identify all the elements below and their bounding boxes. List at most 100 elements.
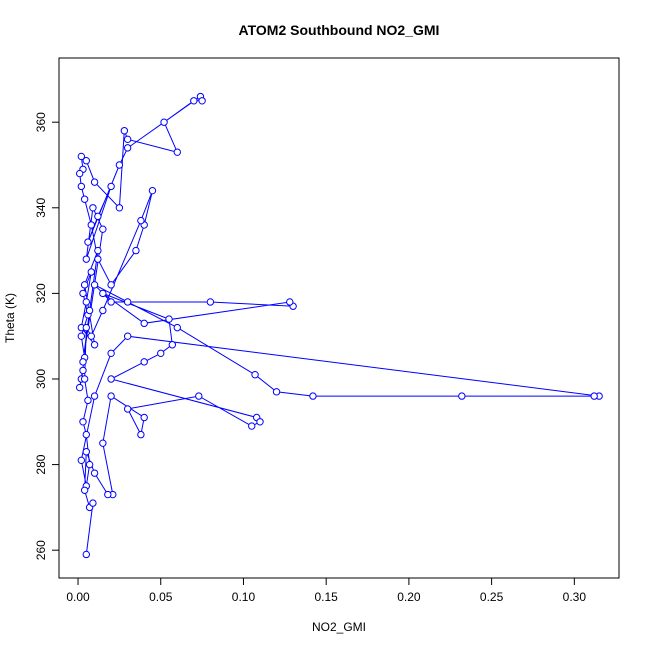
data-point [168,341,177,349]
data-point [120,127,129,135]
data-point [160,118,168,126]
data-point [87,221,95,229]
data-point [198,97,206,105]
y-axis-label: Theta (K) [3,293,17,343]
data-point [79,366,87,375]
data-point [165,315,173,323]
data-point [90,469,99,477]
data-point [157,349,165,358]
data-point [77,332,86,340]
data-point [82,448,90,456]
data-point [256,418,264,426]
y-tick-label: 320 [34,283,48,303]
x-tick-label: 0.00 [66,590,90,604]
data-point [206,298,215,306]
data-point [82,157,90,165]
y-tick-label: 340 [34,197,48,217]
data-point [107,182,115,191]
data-point [85,306,94,315]
y-tick-label: 300 [34,369,48,389]
data-point [458,392,466,400]
data-point [173,148,181,156]
data-point [132,246,140,255]
data-point [173,323,181,332]
data-point [79,289,87,298]
x-axis-label: NO2_GMI [312,620,366,634]
x-tick-label: 0.30 [563,590,587,604]
data-point [94,246,102,255]
data-point [190,97,198,105]
data-point [89,499,97,507]
data-point [85,460,94,469]
data-point [90,392,99,400]
data-point [123,135,132,144]
data-point [89,204,97,212]
data-point [82,255,90,263]
y-tick-label: 260 [34,540,48,560]
data-point [272,388,281,396]
data-point [107,349,115,358]
y-tick-label: 280 [34,454,48,474]
data-point [99,306,107,315]
data-point [84,238,92,246]
x-tick-label: 0.15 [314,590,338,604]
data-point [123,332,132,340]
data-point [107,281,115,289]
data-point [80,375,89,383]
plot-frame [58,57,620,579]
data-point [80,281,89,289]
data-point [82,298,90,306]
data-point [115,161,124,169]
data-point [99,439,107,447]
data-point [104,490,112,499]
data-point [99,289,107,298]
data-point [80,195,89,203]
data-point [94,255,102,263]
data-line [79,95,600,555]
data-point [87,268,95,276]
data-point [251,371,259,379]
data-point [79,418,87,426]
data-point [140,319,148,328]
data-point [77,456,86,465]
data-point [123,405,132,413]
data-point [80,486,89,494]
data-point [248,422,256,430]
x-tick-label: 0.05 [149,590,173,604]
data-point [99,225,107,233]
data-point [77,182,86,191]
data-point [90,341,99,349]
data-point [87,332,95,340]
data-point [82,550,90,559]
data-point [107,392,115,400]
data-point [107,375,115,383]
data-point [123,298,132,306]
data-point [148,186,157,195]
data-point [123,144,132,152]
data-point [75,383,84,392]
data-point [75,169,84,178]
data-point [84,396,92,405]
x-tick-label: 0.10 [232,590,256,604]
data-point [140,413,148,422]
data-point [82,430,90,439]
data-point [590,392,598,400]
x-tick-label: 0.20 [397,590,421,604]
y-tick-label: 360 [34,112,48,132]
data-point [195,392,203,400]
data-point [90,178,99,186]
data-point [115,204,124,212]
data-point [77,152,86,161]
data-point [79,358,87,366]
data-point [309,392,317,400]
chart-title: ATOM2 Southbound NO2_GMI [239,22,440,38]
data-point [82,323,90,332]
data-point [90,281,99,289]
x-tick-label: 0.25 [480,590,504,604]
data-point [94,212,102,221]
data-point [286,298,294,306]
data-point [140,358,148,366]
data-point [107,298,115,306]
